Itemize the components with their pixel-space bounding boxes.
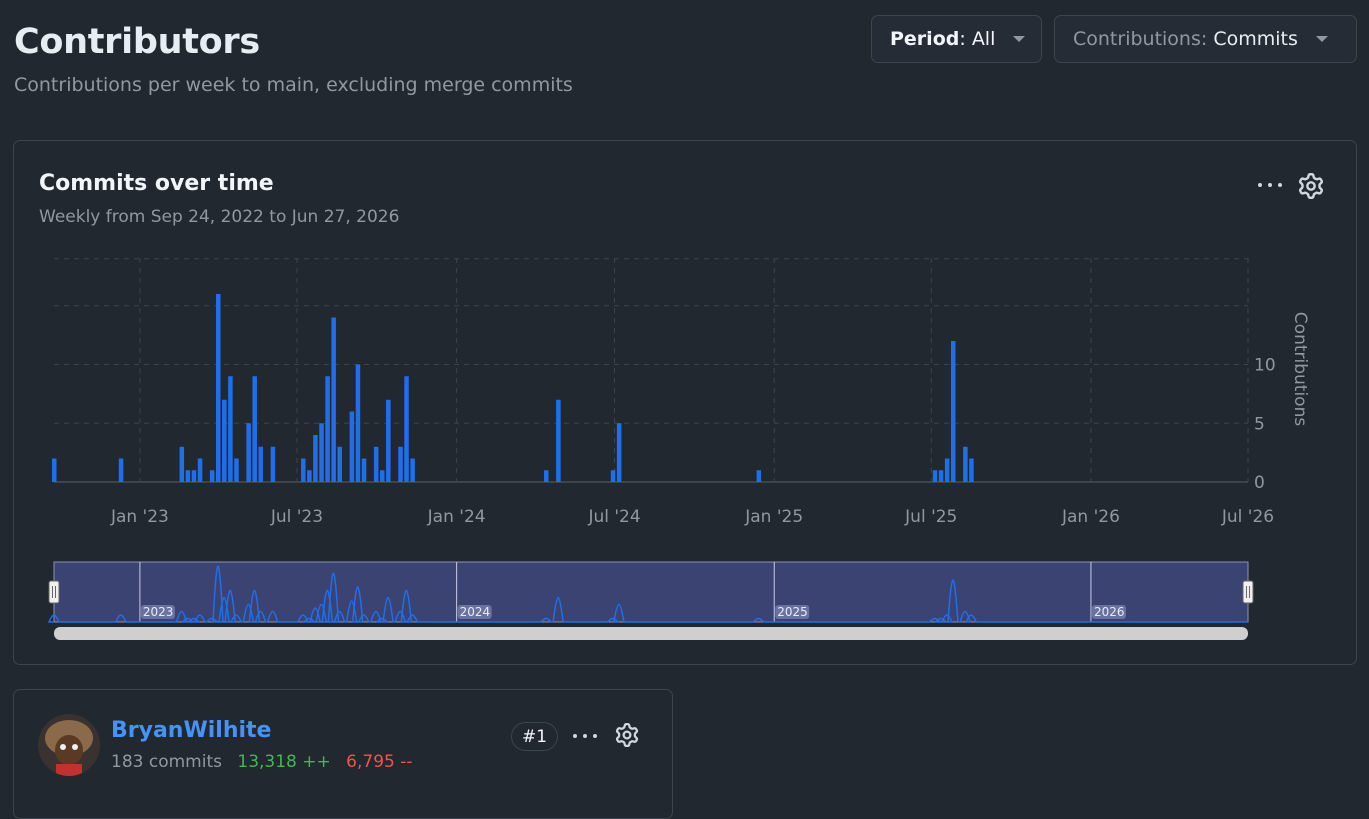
- bar[interactable]: [222, 399, 227, 482]
- contributor-card: BryanWilhite 183 commits 13,318 ++ 6,795…: [13, 689, 673, 819]
- bar[interactable]: [191, 470, 197, 482]
- bar[interactable]: [234, 458, 239, 483]
- kebab-horizontal-icon[interactable]: [571, 726, 599, 746]
- bar[interactable]: [969, 458, 974, 483]
- period-dropdown[interactable]: Period: All: [871, 15, 1042, 63]
- x-tick-label: Jul '25: [904, 507, 957, 527]
- bar[interactable]: [197, 458, 203, 483]
- period-value: All: [971, 28, 996, 50]
- bar[interactable]: [404, 376, 409, 482]
- bar[interactable]: [216, 294, 221, 482]
- navigator-window[interactable]: [53, 561, 1249, 623]
- bar[interactable]: [616, 423, 622, 482]
- bar[interactable]: [410, 458, 415, 483]
- bar[interactable]: [610, 470, 616, 482]
- avatar[interactable]: [38, 714, 100, 776]
- bar[interactable]: [52, 458, 57, 483]
- bar[interactable]: [246, 423, 251, 482]
- range-navigator[interactable]: 2023 2024 2025 2026: [47, 561, 1254, 640]
- bar[interactable]: [313, 435, 318, 482]
- additions-count: 13,318 ++: [237, 752, 331, 772]
- contributor-name-link[interactable]: BryanWilhite: [111, 718, 272, 743]
- kebab-horizontal-icon[interactable]: [1256, 175, 1284, 195]
- bar[interactable]: [950, 341, 956, 482]
- x-tick-label: Jul '24: [587, 507, 640, 527]
- bar[interactable]: [301, 458, 306, 483]
- bar[interactable]: [938, 470, 944, 482]
- contributions-dropdown[interactable]: Contributions: Commits: [1054, 15, 1357, 63]
- bar[interactable]: [228, 376, 233, 482]
- contributions-key: Contributions: [1073, 28, 1201, 50]
- bar[interactable]: [544, 470, 549, 482]
- deletions-count: 6,795 --: [346, 752, 413, 772]
- x-tick-label: Jul '26: [1221, 507, 1274, 527]
- navigator-year-label: 2026: [1094, 605, 1125, 619]
- contributions-value: Commits: [1213, 28, 1298, 50]
- bar[interactable]: [386, 399, 391, 482]
- x-tick-label: Jan '25: [744, 507, 803, 527]
- x-tick-label: Jan '24: [427, 507, 486, 527]
- bar[interactable]: [179, 446, 185, 482]
- navigator-year-label: 2025: [777, 605, 808, 619]
- navigator-year-label: 2023: [143, 605, 174, 619]
- bar[interactable]: [380, 470, 385, 482]
- bar[interactable]: [963, 446, 968, 482]
- page-subtitle: Contributions per week to main, excludin…: [14, 74, 573, 96]
- bar[interactable]: [556, 399, 561, 482]
- bar[interactable]: [252, 376, 257, 482]
- bar[interactable]: [349, 411, 355, 483]
- bar[interactable]: [361, 458, 367, 483]
- chart-title: Commits over time: [39, 171, 274, 196]
- bar[interactable]: [185, 470, 191, 482]
- navigator-year-badge: [775, 605, 810, 619]
- x-tick-label: Jul '23: [270, 507, 323, 527]
- bar[interactable]: [307, 470, 312, 482]
- bar[interactable]: [118, 458, 124, 483]
- navigator-year-label: 2024: [460, 605, 491, 619]
- bar[interactable]: [932, 470, 938, 482]
- y-tick-label: 10: [1254, 356, 1276, 376]
- page-title: Contributors: [14, 22, 260, 62]
- bar[interactable]: [319, 423, 324, 482]
- bar[interactable]: [355, 364, 361, 483]
- contributor-stats: 183 commits 13,318 ++ 6,795 --: [111, 752, 413, 772]
- period-key: Period: [890, 28, 960, 50]
- navigator-year-badge: [1091, 605, 1126, 619]
- navigator-handle[interactable]: [1242, 580, 1254, 604]
- x-tick-label: Jan '23: [110, 507, 169, 527]
- navigator-year-badge: [457, 605, 492, 619]
- chart-subtitle: Weekly from Sep 24, 2022 to Jun 27, 2026: [39, 207, 400, 227]
- bar[interactable]: [270, 446, 276, 482]
- navigator-series-line: [47, 565, 1248, 623]
- commits-chart-card: Commits over time Weekly from Sep 24, 20…: [13, 140, 1357, 665]
- bar[interactable]: [756, 470, 762, 482]
- navigator-scrollbar[interactable]: [54, 627, 1248, 640]
- bar[interactable]: [337, 446, 342, 482]
- navigator-year-badge: [140, 605, 175, 619]
- y-axis-label: Contributions: [1290, 312, 1310, 427]
- y-tick-label: 0: [1254, 473, 1265, 493]
- caret-down-icon: [1013, 36, 1026, 42]
- bar[interactable]: [944, 458, 950, 483]
- bar[interactable]: [209, 470, 215, 482]
- caret-down-icon: [1315, 36, 1328, 42]
- gear-icon[interactable]: [1298, 173, 1324, 199]
- gear-icon[interactable]: [615, 723, 639, 747]
- x-tick-label: Jan '26: [1061, 507, 1120, 527]
- bar[interactable]: [398, 446, 403, 482]
- bar[interactable]: [325, 376, 330, 482]
- commits-bar-chart: Jan '23 Jul '23 Jan '24 Jul '24 Jan '25 Jul '…: [47, 258, 1310, 640]
- bar[interactable]: [258, 446, 264, 482]
- bar[interactable]: [373, 446, 379, 482]
- navigator-handle[interactable]: [48, 580, 60, 604]
- y-tick-label: 5: [1254, 414, 1265, 434]
- rank-badge: #1: [511, 722, 559, 751]
- commit-count: 183 commits: [111, 752, 222, 772]
- bar[interactable]: [331, 317, 336, 483]
